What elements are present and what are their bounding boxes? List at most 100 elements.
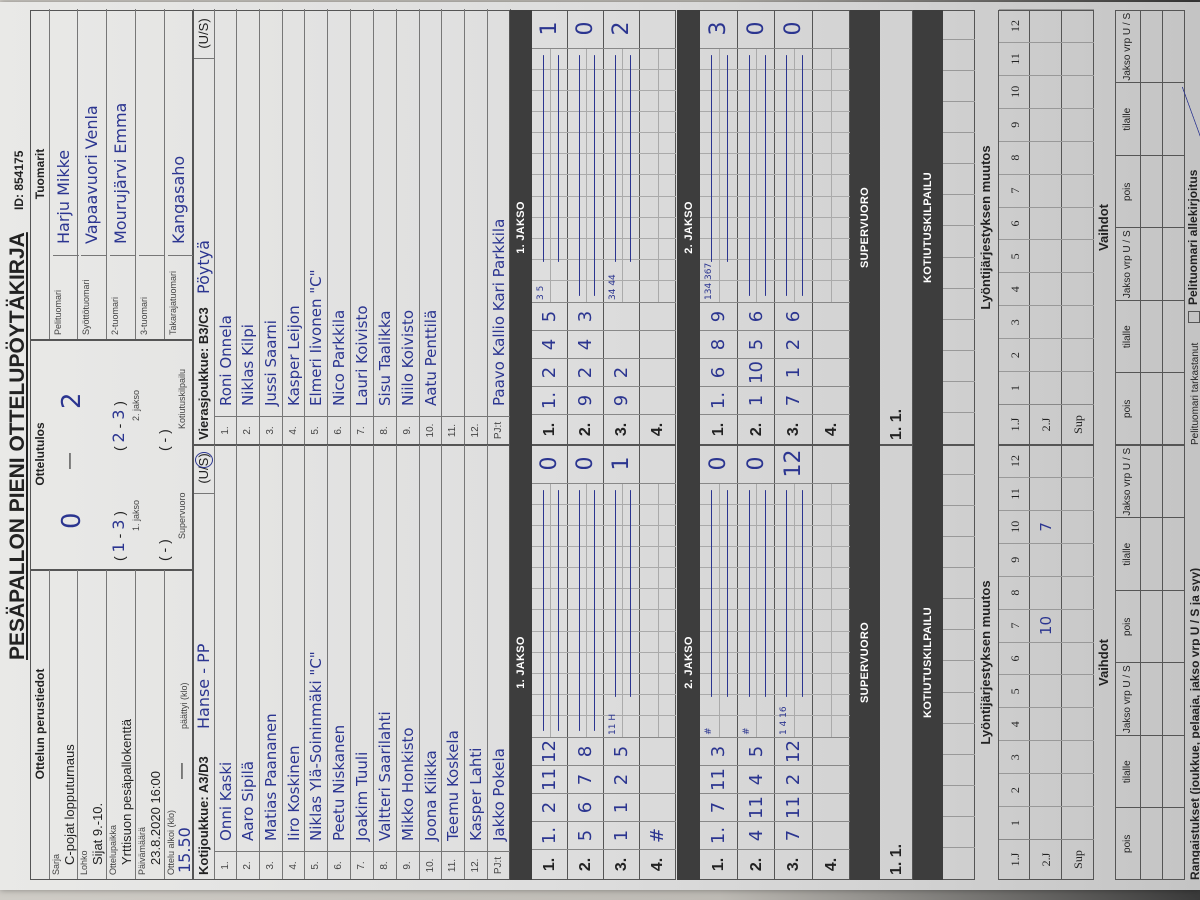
batting-change-cell[interactable] [1062, 9, 1094, 42]
subs-cell[interactable] [1163, 662, 1185, 735]
batting-change-cell[interactable] [1030, 707, 1062, 741]
batting-change-cell[interactable] [1062, 773, 1094, 807]
batting-change-cell[interactable] [1030, 9, 1062, 42]
subs-cell[interactable] [1163, 590, 1185, 663]
subs-cell[interactable] [1163, 735, 1185, 808]
batting-change-cell[interactable] [1030, 641, 1062, 675]
batting-change-cell[interactable] [1030, 575, 1062, 609]
subs-cell[interactable] [1141, 372, 1163, 445]
batting-change-cell[interactable]: 9 [999, 542, 1031, 576]
batting-change-cell[interactable]: 10 [999, 509, 1031, 543]
batting-change-cell[interactable]: 4 [999, 707, 1031, 741]
subs-cell[interactable] [1163, 445, 1185, 518]
batting-change-cell[interactable]: 1 [999, 806, 1031, 839]
batting-change-cell[interactable] [1062, 239, 1094, 273]
subs-cell[interactable] [1163, 517, 1185, 590]
batting-change-cell[interactable] [1030, 206, 1062, 240]
batting-change-cell[interactable]: 8 [999, 575, 1031, 609]
batting-change-cell[interactable] [1030, 674, 1062, 708]
subs-cell[interactable] [1163, 82, 1185, 155]
batting-change-cell[interactable] [1030, 140, 1062, 174]
batting-change-cell[interactable] [1030, 542, 1062, 576]
batting-change-cell[interactable]: 7 [1030, 509, 1062, 543]
batting-change-cell[interactable] [1062, 74, 1094, 108]
batting-change-cell[interactable]: 5 [999, 239, 1031, 273]
subs-cell[interactable] [1141, 807, 1163, 880]
batting-change-cell[interactable] [1062, 806, 1094, 839]
referee-checked-checkbox[interactable] [1188, 311, 1200, 323]
subs-cell[interactable] [1141, 227, 1163, 300]
batting-change-cell[interactable]: 2 [999, 338, 1031, 372]
batting-change-cell[interactable] [1062, 173, 1094, 207]
batting-change-cell[interactable] [1030, 444, 1062, 477]
batting-change-cell[interactable] [1062, 305, 1094, 339]
batting-change-cell[interactable] [1062, 41, 1094, 75]
subs-cell[interactable] [1141, 82, 1163, 155]
batting-change-cell[interactable] [1062, 476, 1094, 510]
batting-change-cell[interactable] [1062, 509, 1094, 543]
subs-cell[interactable] [1141, 590, 1163, 663]
batting-change-cell[interactable]: 10 [999, 74, 1031, 108]
batting-change-cell[interactable] [1062, 272, 1094, 306]
batting-change-cell[interactable] [1062, 707, 1094, 741]
batting-change-cell[interactable] [1030, 773, 1062, 807]
batting-change-cell[interactable]: 7 [999, 173, 1031, 207]
batting-change-cell[interactable] [1030, 74, 1062, 108]
batting-change-cell[interactable] [1062, 542, 1094, 576]
batting-change-cell[interactable] [1062, 674, 1094, 708]
subs-cell[interactable] [1163, 807, 1185, 880]
batting-change-cell[interactable] [1062, 107, 1094, 141]
batting-change-cell[interactable]: 11 [999, 476, 1031, 510]
subs-cell[interactable] [1163, 372, 1185, 445]
batting-change-cell[interactable]: 5 [999, 674, 1031, 708]
batting-change-cell[interactable]: 3 [999, 305, 1031, 339]
subs-cell[interactable] [1163, 10, 1185, 83]
subs-cell[interactable] [1163, 155, 1185, 228]
batting-change-cell[interactable] [1030, 239, 1062, 273]
batter-cell: 1 [604, 793, 640, 821]
batting-change-cell[interactable] [1030, 371, 1062, 404]
batting-change-cell[interactable] [1030, 305, 1062, 339]
batting-change-cell[interactable] [1030, 107, 1062, 141]
batting-change-cell[interactable] [1030, 272, 1062, 306]
subs-cell[interactable] [1141, 300, 1163, 373]
batting-change-cell[interactable]: 1 [999, 371, 1031, 404]
player-name: Lauri Koivisto [353, 305, 372, 406]
batting-change-cell[interactable] [1062, 740, 1094, 774]
subs-cell[interactable] [1163, 227, 1185, 300]
batting-change-cell[interactable] [1062, 338, 1094, 372]
batting-change-cell[interactable] [1062, 140, 1094, 174]
batting-change-cell[interactable] [1062, 206, 1094, 240]
batting-change-cell[interactable]: 3 [999, 740, 1031, 774]
batting-change-cell[interactable] [1030, 173, 1062, 207]
subs-cell[interactable] [1163, 300, 1185, 373]
batting-change-cell[interactable] [1062, 371, 1094, 404]
subs-cell[interactable] [1141, 445, 1163, 518]
batting-change-cell[interactable] [1062, 575, 1094, 609]
batting-change-cell[interactable] [1062, 641, 1094, 675]
batting-change-cell[interactable]: 8 [999, 140, 1031, 174]
batting-change-cell[interactable] [1030, 740, 1062, 774]
subs-cell[interactable] [1141, 155, 1163, 228]
subs-cell[interactable] [1141, 735, 1163, 808]
batting-change-cell[interactable]: 4 [999, 272, 1031, 306]
batting-change-cell[interactable]: 7 [999, 608, 1031, 642]
batting-change-cell[interactable]: 12 [999, 444, 1031, 477]
batting-change-cell[interactable]: 6 [999, 641, 1031, 675]
batting-change-cell[interactable] [1030, 41, 1062, 75]
batting-change-cell[interactable]: 12 [999, 9, 1031, 42]
batting-change-cell[interactable] [1062, 444, 1094, 477]
subs-cell[interactable] [1141, 662, 1163, 735]
batting-change-cell[interactable] [1030, 476, 1062, 510]
batting-change-cell[interactable]: 11 [999, 41, 1031, 75]
batting-change-cell[interactable] [1030, 806, 1062, 839]
batting-change-cell[interactable] [1030, 338, 1062, 372]
subs-cell[interactable] [1141, 10, 1163, 83]
batting-change-cell[interactable]: 9 [999, 107, 1031, 141]
subs-cell[interactable] [1141, 517, 1163, 590]
batting-change-cell[interactable] [1062, 608, 1094, 642]
batting-change-cell[interactable]: 10 [1030, 608, 1062, 642]
batting-change-cell[interactable]: 2 [999, 773, 1031, 807]
batting-change-cell[interactable]: 6 [999, 206, 1031, 240]
away-us-selector[interactable]: (U/S) [194, 9, 214, 59]
